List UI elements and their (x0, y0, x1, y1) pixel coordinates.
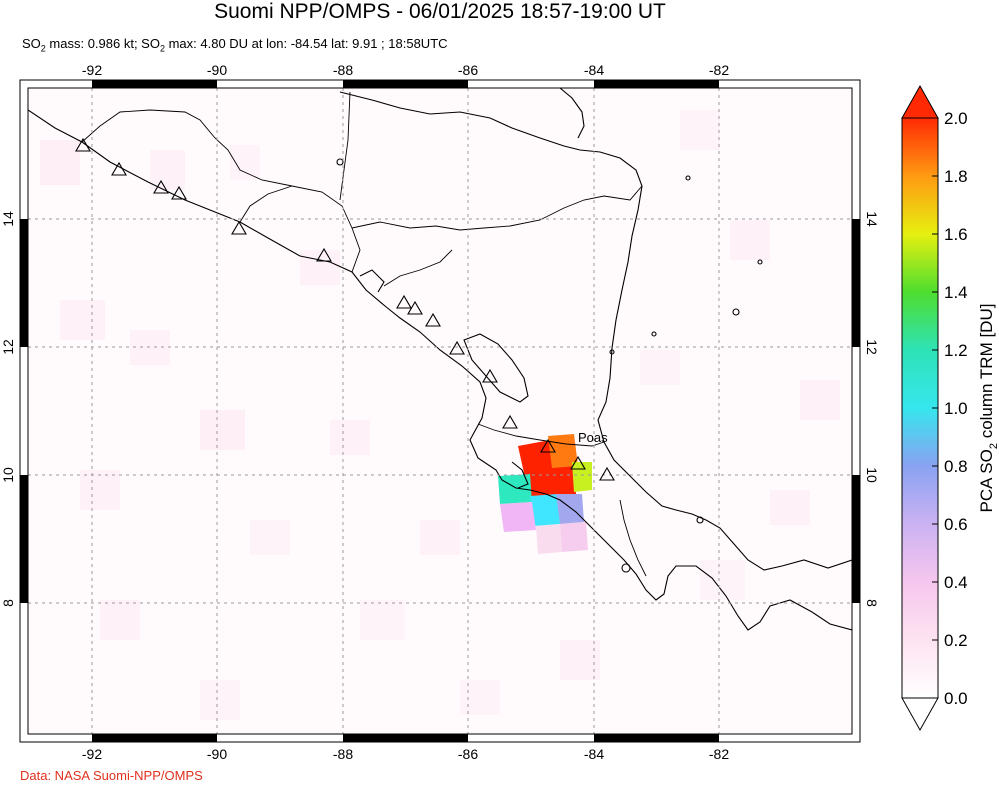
volcano-icon (570, 455, 586, 470)
volcano-icon (75, 137, 91, 152)
svg-text:-90: -90 (207, 746, 227, 762)
svg-text:-88: -88 (333, 62, 353, 78)
volcano-icon (449, 340, 465, 355)
svg-text:2.0: 2.0 (944, 109, 968, 128)
volcano-icon (540, 438, 556, 453)
lat-labels-right: 14 12 10 8 (864, 211, 880, 607)
colorbar-tick-labels: 2.0 1.8 1.6 1.4 1.2 1.0 0.8 0.6 0.4 0.2 … (944, 109, 968, 708)
mass-label-a: SO (22, 36, 41, 51)
svg-text:1.0: 1.0 (944, 399, 968, 418)
svg-text:-92: -92 (82, 62, 102, 78)
svg-text:1.6: 1.6 (944, 225, 968, 244)
svg-text:14: 14 (864, 211, 880, 227)
background-pixels (40, 110, 840, 720)
colorbar-label: PCA SO2 column TRM [DU] (977, 304, 999, 513)
svg-text:10: 10 (864, 467, 880, 483)
svg-text:8: 8 (0, 599, 16, 607)
svg-text:-88: -88 (333, 746, 353, 762)
volcano-icon (316, 247, 332, 262)
volcano-icon (482, 368, 498, 383)
data-credit: Data: NASA Suomi-NPP/OMPS (20, 768, 203, 783)
svg-text:-86: -86 (458, 746, 478, 762)
svg-text:0.6: 0.6 (944, 515, 968, 534)
svg-text:-86: -86 (458, 62, 478, 78)
volcano-icon (407, 300, 423, 315)
colorbar: 2.0 1.8 1.6 1.4 1.2 1.0 0.8 0.6 0.4 0.2 … (901, 84, 999, 732)
lon-labels-top: -92 -90 -88 -86 -84 -82 (82, 62, 729, 78)
volcano-icon (502, 414, 518, 429)
map-title: Suomi NPP/OMPS - 06/01/2025 18:57-19:00 … (214, 0, 666, 23)
lat-labels-left: 14 12 10 8 (0, 211, 16, 607)
volcano-icon (171, 185, 187, 200)
colorbar-min-arrow (901, 697, 939, 732)
graticule (28, 88, 852, 734)
frame-tick-bars (20, 80, 860, 742)
svg-text:0.4: 0.4 (944, 573, 968, 592)
max-label: max: 4.80 DU at lon: -84.54 lat: 9.91 ; … (164, 36, 448, 51)
volcano-markers (75, 137, 615, 481)
mass-label-b: mass: 0.986 kt; SO (45, 36, 160, 51)
svg-text:-84: -84 (584, 746, 604, 762)
svg-text:1.2: 1.2 (944, 341, 968, 360)
subtitle: SO2 mass: 0.986 kt; SO2 max: 4.80 DU at … (22, 36, 448, 54)
volcano-icon (111, 161, 127, 176)
svg-text:-84: -84 (584, 62, 604, 78)
lon-labels-bottom: -92 -90 -88 -86 -84 -82 (82, 746, 729, 762)
svg-text:-90: -90 (207, 62, 227, 78)
svg-text:10: 10 (0, 467, 16, 483)
svg-text:12: 12 (864, 339, 880, 355)
svg-text:8: 8 (864, 599, 880, 607)
colorbar-max-arrow (901, 84, 939, 119)
svg-text:1.8: 1.8 (944, 167, 968, 186)
svg-text:-82: -82 (709, 62, 729, 78)
volcano-label: Poas (578, 430, 608, 445)
volcano-icon (599, 466, 615, 481)
volcano-icon (153, 179, 169, 194)
volcano-icon (396, 294, 412, 309)
map-area: Poas (28, 88, 852, 734)
svg-text:1.4: 1.4 (944, 283, 968, 302)
svg-text:0.8: 0.8 (944, 457, 968, 476)
svg-text:0.0: 0.0 (944, 689, 968, 708)
svg-text:12: 12 (0, 339, 16, 355)
svg-text:0.2: 0.2 (944, 631, 968, 650)
svg-text:-82: -82 (709, 746, 729, 762)
colorbar-ticks (932, 117, 938, 699)
svg-text:-92: -92 (82, 746, 102, 762)
volcano-icon (425, 312, 441, 327)
svg-text:14: 14 (0, 211, 16, 227)
so2-plume (498, 434, 592, 554)
coastlines (28, 88, 852, 631)
volcano-icon (231, 220, 247, 235)
